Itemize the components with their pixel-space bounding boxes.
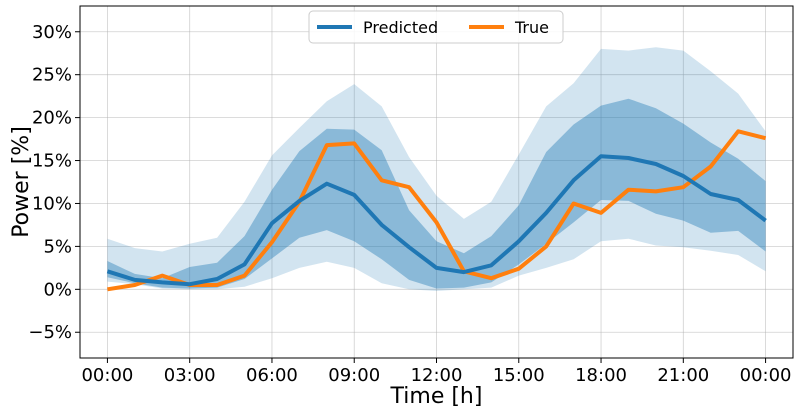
- x-tick-label: 09:00: [328, 365, 380, 386]
- legend-box: [308, 10, 564, 44]
- x-tick-label: 06:00: [246, 365, 298, 386]
- series-line-predicted: [106, 154, 767, 287]
- x-tick-label: 18:00: [575, 365, 627, 386]
- x-axis-ticks: 00:00 03:00 06:00 09:00 12:00 15:00 18:00 21:00…: [81, 358, 792, 386]
- y-tick-label: −5%: [28, 322, 72, 343]
- y-tick-label: 20%: [32, 108, 72, 129]
- y-tick-label: 25%: [32, 65, 72, 86]
- legend: Predicted True: [308, 10, 564, 44]
- y-tick-label: 5%: [43, 236, 72, 257]
- y-tick-label: 15%: [32, 151, 72, 172]
- series-lines: [106, 129, 767, 292]
- legend-label-true: True: [514, 18, 549, 37]
- y-tick-label: 30%: [32, 22, 72, 43]
- x-tick-label: 00:00: [81, 365, 133, 386]
- confidence-band: [107, 47, 766, 292]
- y-tick-label: 10%: [32, 193, 72, 214]
- y-axis-ticks: −5% 0% 5% 10% 15% 20% 25% 30%: [28, 22, 80, 343]
- x-tick-label: 21:00: [657, 365, 709, 386]
- x-tick-label: 00:00: [740, 365, 792, 386]
- x-tick-label: 15:00: [493, 365, 545, 386]
- series-line-true: [107, 129, 767, 292]
- y-tick-label: 0%: [43, 279, 72, 300]
- x-axis-label: Time [h]: [390, 384, 483, 409]
- x-tick-label: 12:00: [411, 365, 463, 386]
- y-axis-label: Power [%]: [9, 126, 34, 238]
- legend-label-predicted: Predicted: [363, 18, 438, 37]
- x-tick-label: 03:00: [164, 365, 216, 386]
